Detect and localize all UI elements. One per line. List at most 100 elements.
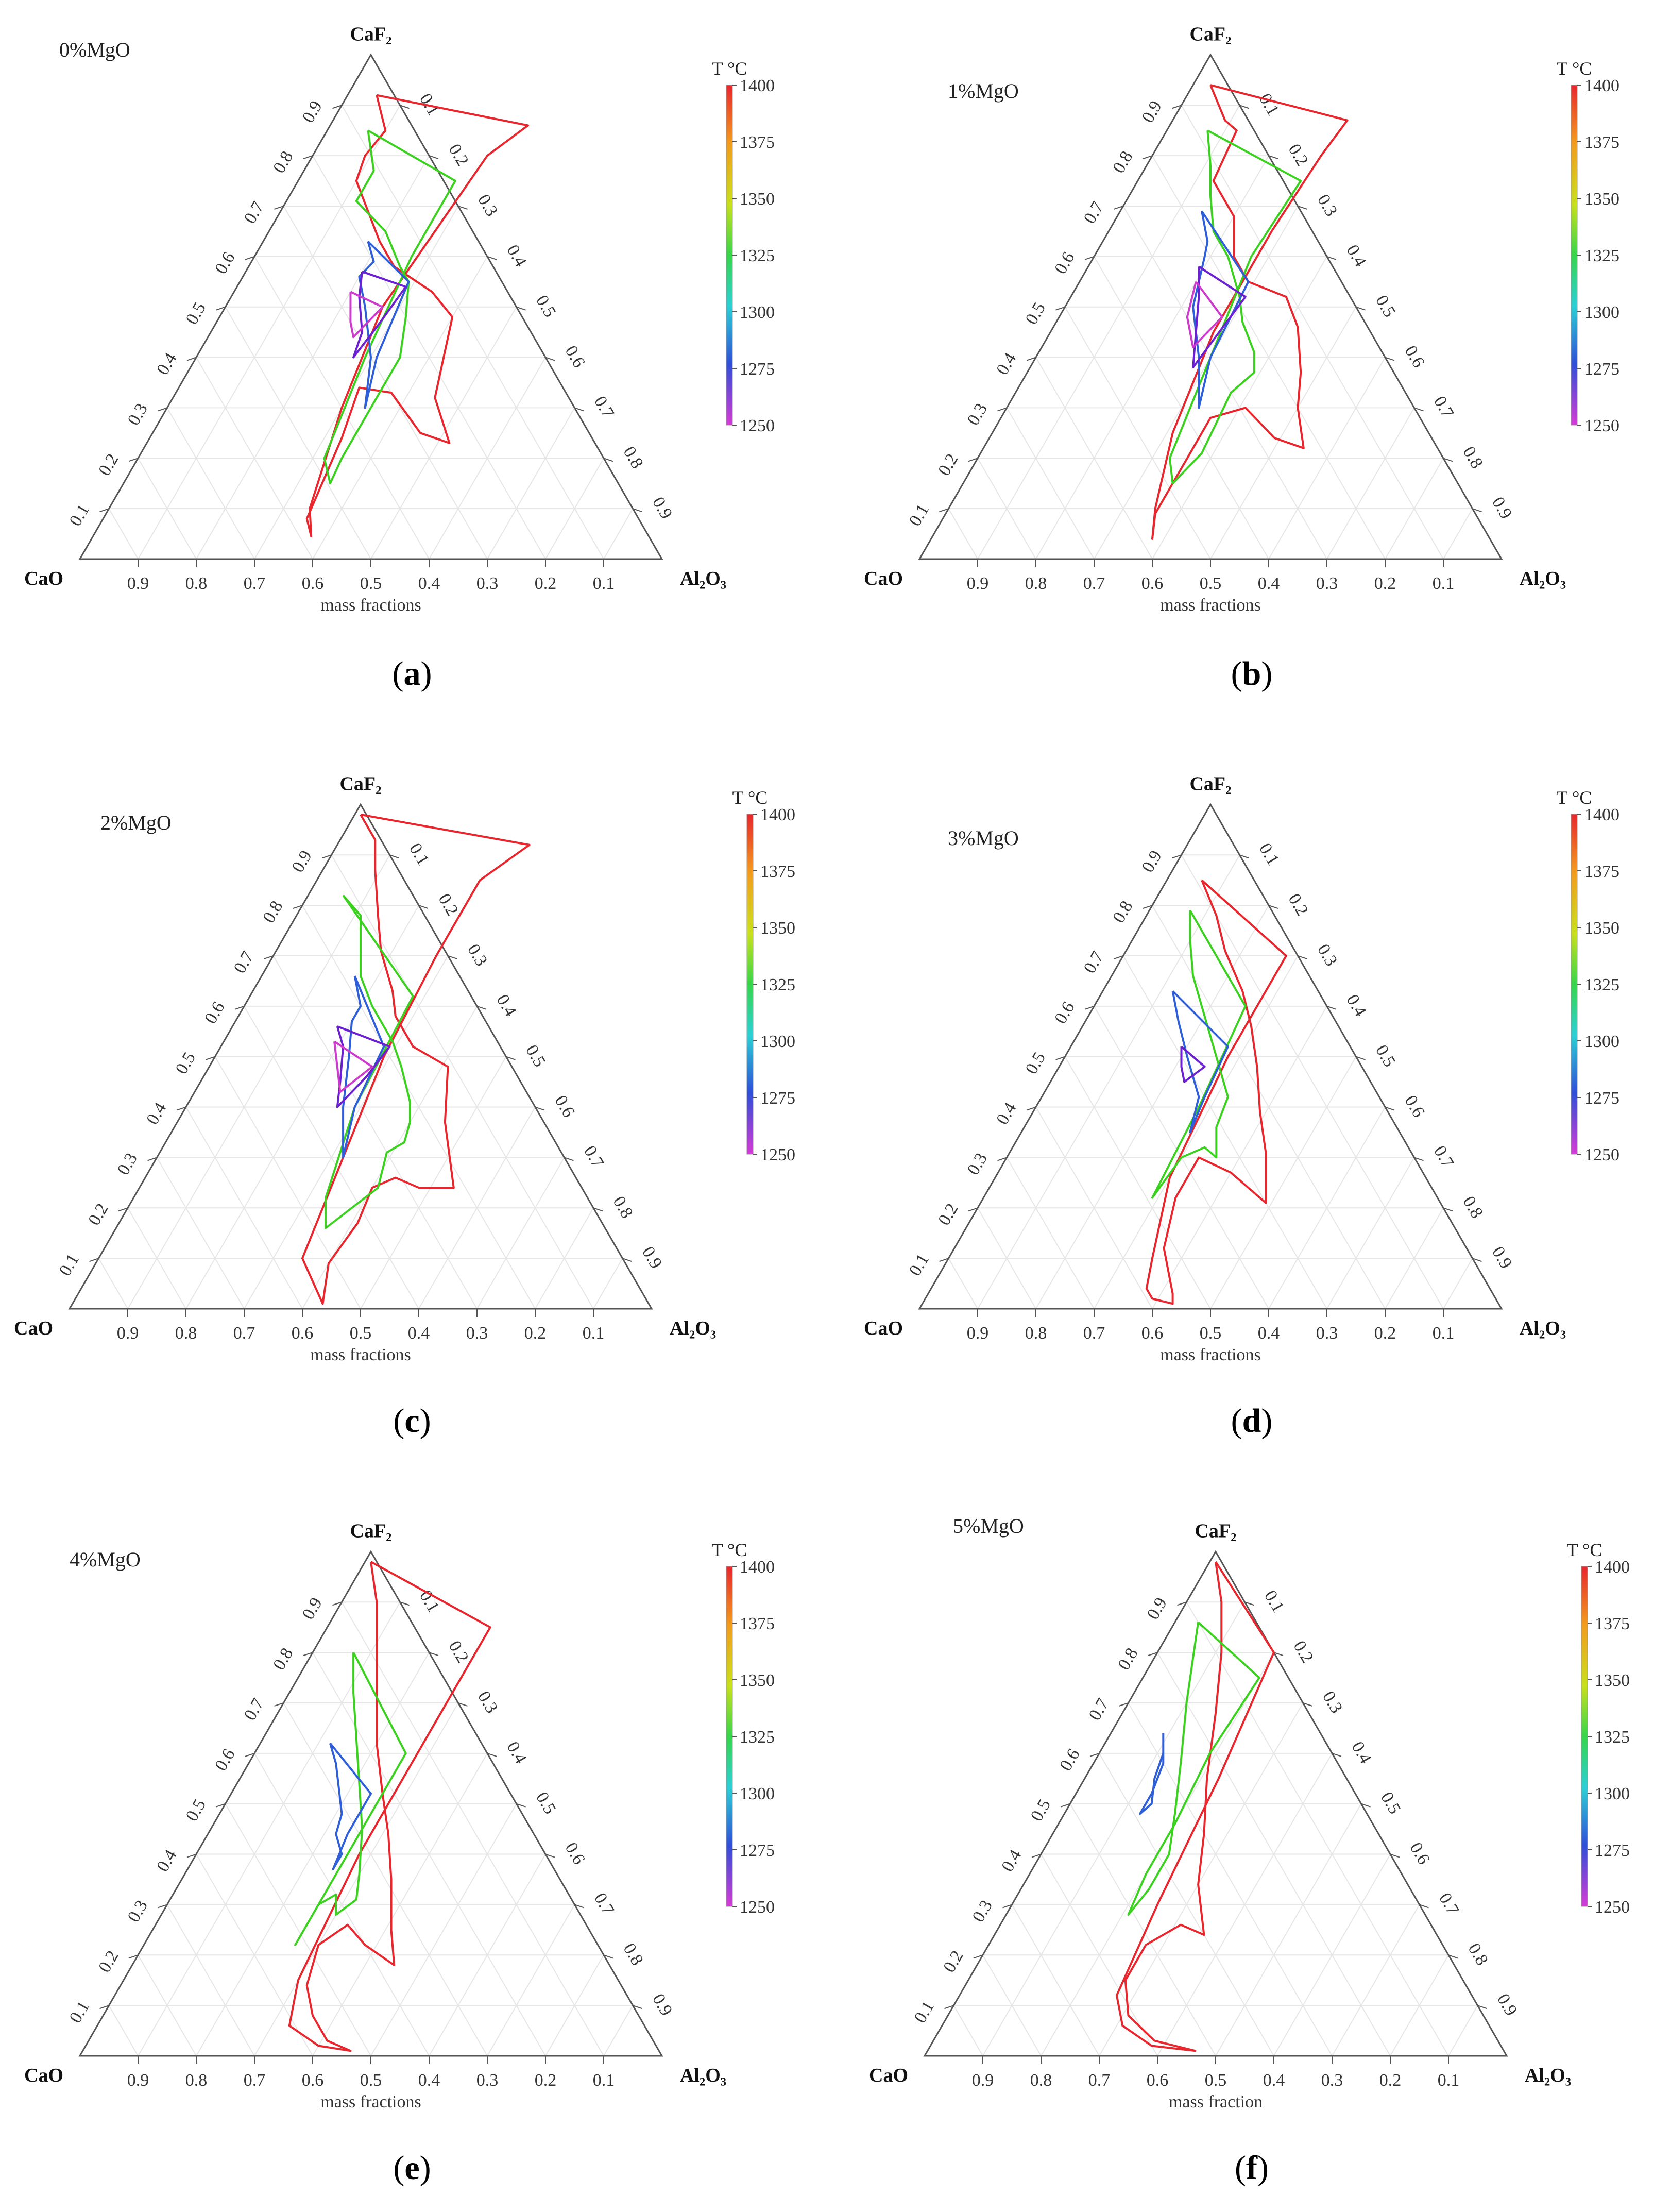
tick-label-right: 0.3 — [1314, 191, 1341, 219]
tick-label-bottom: 0.4 — [418, 2071, 440, 2090]
tick-label-bottom: 0.7 — [244, 2071, 266, 2090]
isotherm-1350 — [1127, 1621, 1260, 1916]
tick-label-right: 0.9 — [638, 1243, 666, 1272]
tick-label-left: 0.7 — [241, 1695, 268, 1724]
tick-label-bottom: 0.4 — [1263, 2071, 1285, 2090]
tick-mark — [1268, 905, 1278, 909]
tick-label-bottom: 0.7 — [244, 574, 266, 593]
grid-line — [1443, 1258, 1473, 1309]
tick-mark — [458, 1702, 468, 1707]
grid-line — [1035, 357, 1153, 560]
tick-mark — [603, 458, 613, 462]
mgo-content-label: 1%MgO — [948, 79, 1019, 103]
isotherm-1275 — [1192, 265, 1247, 369]
grid-line — [254, 1702, 459, 2056]
colorbar-tick-label: 1275 — [740, 1841, 775, 1860]
tick-mark — [1414, 1157, 1424, 1161]
tick-mark — [1356, 306, 1366, 311]
colorbar-tick-label: 1375 — [740, 133, 775, 152]
tick-label-right: 0.2 — [1284, 141, 1311, 169]
tick-mark — [274, 206, 284, 210]
tick-mark — [545, 357, 555, 361]
tick-mark — [1084, 256, 1095, 260]
colorbar-tick-label: 1325 — [760, 975, 795, 994]
tick-label-left: 0.7 — [230, 948, 258, 976]
tick-mark — [1472, 508, 1482, 513]
grid-line — [603, 2005, 634, 2056]
tick-label-right: 0.2 — [434, 890, 462, 919]
tick-mark — [516, 306, 526, 311]
tick-label-left: 0.7 — [1080, 948, 1107, 976]
vertex-label-al2o3: Al₂O₃ — [680, 2065, 726, 2086]
tick-label-right: 0.1 — [1255, 90, 1283, 119]
tick-label-bottom: 0.1 — [593, 2071, 615, 2090]
tick-mark — [487, 256, 497, 260]
tick-label-right: 0.4 — [503, 1738, 530, 1767]
tick-label-left: 0.4 — [153, 350, 180, 378]
tick-mark — [1177, 1601, 1187, 1606]
ternary-panel-b: 0.10.10.10.20.20.20.30.30.30.40.40.40.5 0… — [864, 23, 1619, 615]
isotherm-1350 — [294, 1652, 407, 1946]
tick-label-right: 0.1 — [405, 840, 433, 868]
tick-label-bottom: 0.9 — [967, 1324, 989, 1343]
tick-label-right: 0.4 — [1342, 991, 1370, 1020]
colorbar-tick-label: 1375 — [1584, 862, 1619, 881]
colorbar-tick-label: 1250 — [1595, 1898, 1630, 1917]
tick-mark — [234, 1005, 245, 1010]
tick-label-left: 0.3 — [124, 1897, 151, 1926]
tick-label-bottom: 0.1 — [593, 574, 615, 593]
grid-line — [982, 1954, 1042, 2056]
grid-line — [1186, 1601, 1449, 2056]
tick-label-right: 0.3 — [474, 1688, 501, 1716]
grid-line — [593, 1258, 623, 1309]
tick-label-right: 0.4 — [492, 991, 520, 1020]
tick-mark — [476, 1005, 487, 1010]
tick-label-right: 0.3 — [1314, 941, 1341, 969]
tick-label-left: 0.1 — [906, 501, 933, 529]
ternary-panel-e: 0.10.10.10.20.20.20.30.30.30.40.40.40.5 0… — [24, 1520, 775, 2112]
tick-label-left: 0.3 — [964, 1150, 991, 1178]
tick-mark — [1061, 1803, 1070, 1808]
tick-label-left: 0.9 — [1144, 1594, 1171, 1623]
panel-label-b: (b) — [1231, 655, 1273, 693]
tick-mark — [545, 1853, 555, 1858]
tick-label-bottom: 0.1 — [1433, 1324, 1455, 1343]
tick-label-bottom: 0.8 — [185, 574, 208, 593]
tick-label-bottom: 0.7 — [233, 1324, 255, 1343]
grid-line — [1273, 1854, 1391, 2056]
tick-mark — [303, 155, 313, 160]
colorbar-title: T °C — [732, 787, 768, 808]
ternary-panel-a: 0.10.10.10.20.20.20.30.30.30.40.40.40.5 0… — [24, 23, 775, 615]
tick-mark — [418, 905, 429, 909]
grid-line — [1326, 1157, 1415, 1309]
grid-line — [196, 357, 313, 560]
grid-line — [1006, 1157, 1095, 1309]
tick-mark — [1148, 1652, 1158, 1657]
grid-line — [476, 1157, 565, 1309]
tick-label-left: 0.9 — [299, 97, 326, 126]
tick-mark — [1326, 1005, 1337, 1010]
isotherm-1300 — [358, 241, 410, 409]
tick-label-right: 0.8 — [619, 1940, 646, 1968]
tick-label-left: 0.4 — [143, 1100, 170, 1128]
tick-label-right: 0.3 — [1319, 1688, 1346, 1716]
isotherm-1250 — [333, 1040, 373, 1093]
grid-line — [156, 1157, 245, 1309]
isotherm-1300 — [1192, 210, 1250, 409]
grid-line — [1069, 1803, 1216, 2056]
tick-mark — [1419, 1904, 1429, 1909]
tick-mark — [1114, 955, 1123, 959]
tick-label-right: 0.6 — [1401, 1092, 1428, 1121]
grid-line — [283, 1702, 488, 2056]
tick-mark — [633, 508, 642, 513]
tick-label-bottom: 0.8 — [1025, 574, 1047, 593]
isotherm-1350 — [325, 894, 414, 1229]
isotherm-1400 — [1145, 879, 1287, 1305]
tick-label-bottom: 0.1 — [1433, 574, 1455, 593]
isotherm-1250 — [1186, 281, 1223, 348]
tick-mark — [1239, 854, 1249, 859]
colorbar-tick-label: 1400 — [760, 805, 795, 824]
tick-mark — [574, 407, 584, 412]
tick-label-right: 0.6 — [551, 1092, 578, 1121]
tick-label-right: 0.9 — [1493, 1990, 1521, 2019]
